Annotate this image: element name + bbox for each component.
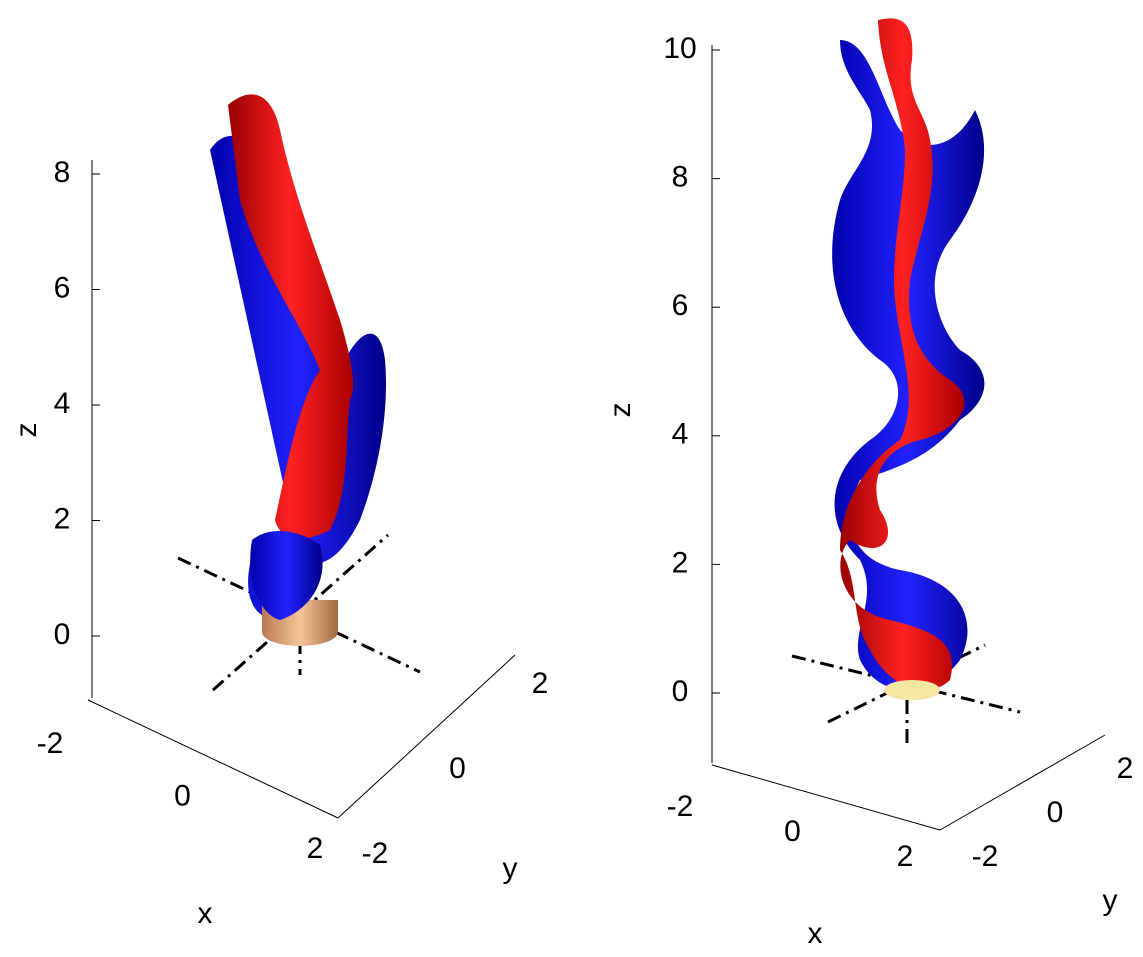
y-tick-label: 0 [1047,796,1064,829]
x-tick-label: 2 [897,840,914,873]
x-axis-line [87,699,339,819]
z-tick-label: 6 [672,289,689,322]
z-tick-label: 0 [672,675,689,708]
red-vortex [228,94,353,539]
y-axis-line [939,734,1106,831]
z-tick-label: 8 [672,161,689,194]
x-tick-label: -2 [37,727,64,760]
x-tick-label: -2 [667,790,694,823]
x-tick-label: 0 [784,815,801,848]
z-tick-label: 4 [54,387,71,420]
z-tick-label: 2 [672,546,689,579]
z-tick-label: 8 [54,156,71,189]
y-axis-label: y [503,852,518,885]
x-tick-label: 2 [307,832,324,865]
x-tick-label: 0 [174,779,191,812]
y-tick-label: -2 [362,837,389,870]
z-tick-label: 2 [54,502,71,535]
y-tick-label: -2 [972,840,999,873]
z-tick-label: 4 [672,418,689,451]
x-axis-label: x [198,897,213,930]
z-tick-label: 0 [54,618,71,651]
y-tick-label: 2 [1117,752,1134,785]
red-vortex [840,18,965,690]
cylinder [884,680,940,700]
x-axis-label: x [808,917,823,950]
blue-base [250,530,323,620]
y-tick-label: 2 [532,667,549,700]
y-tick-label: 0 [449,752,466,785]
y-axis-label: y [1103,884,1118,917]
z-tick-label: 10 [663,32,696,65]
y-axis-line [337,654,516,819]
z-axis-label: z [10,423,43,438]
x-axis-line [711,764,941,831]
blue-vortex [210,135,386,620]
z-axis-label: z [604,403,637,418]
right-axes [711,18,1106,831]
z-tick-label: 6 [54,271,71,304]
left-axes [87,94,516,819]
